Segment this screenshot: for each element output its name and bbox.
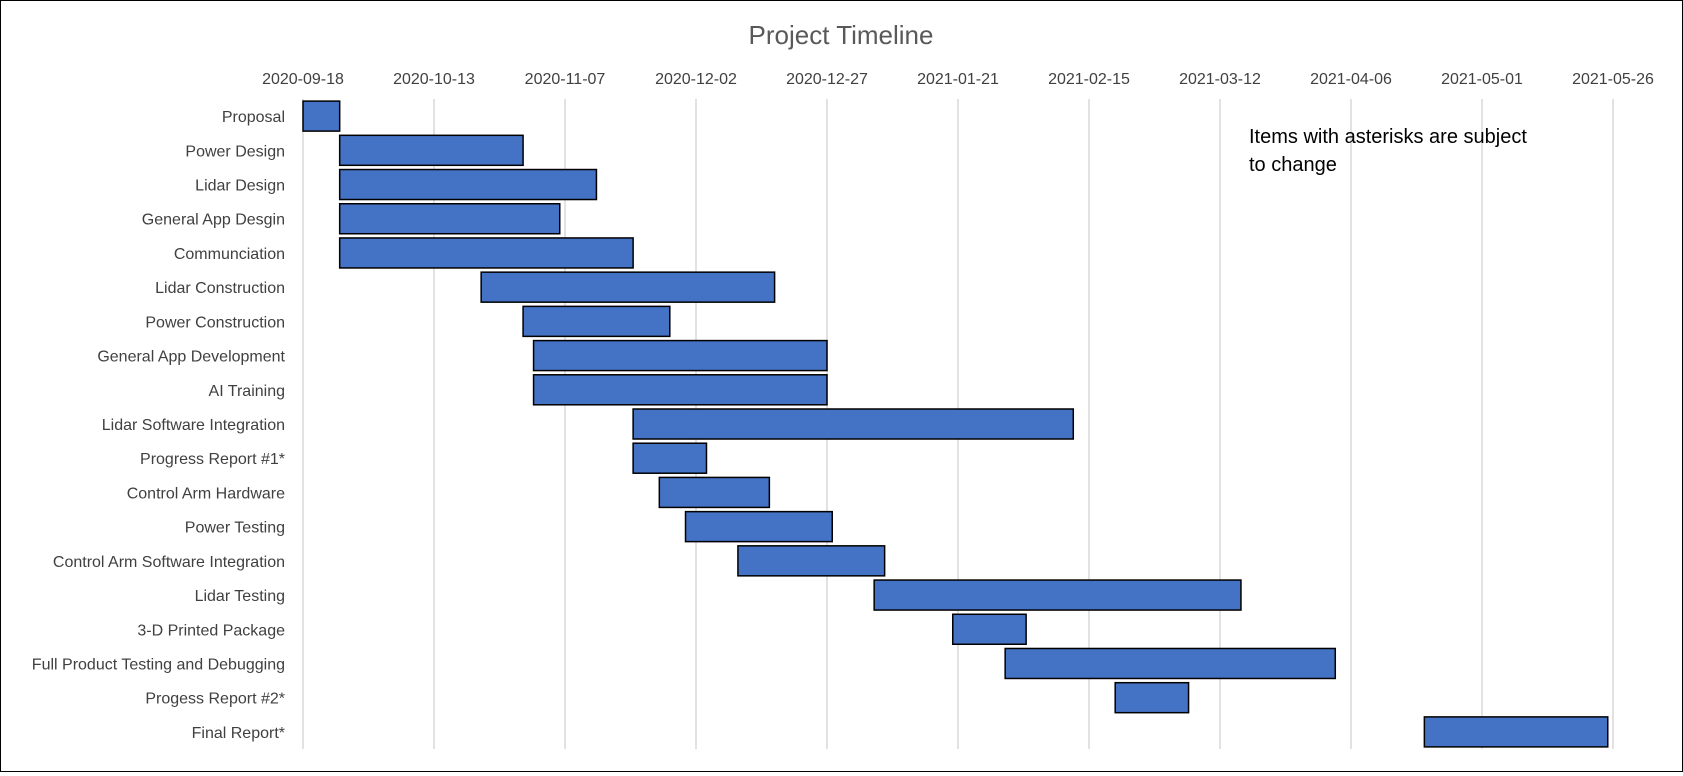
x-tick-label: 2021-03-12 (1179, 71, 1261, 88)
task-bar (532, 339, 828, 372)
x-tick-label: 2020-11-07 (525, 71, 606, 88)
task-bar (338, 237, 634, 269)
annotation-note: Items with asterisks are subject to chang… (1249, 126, 1527, 176)
x-tick-label: 2020-09-18 (262, 71, 344, 88)
task-bar (522, 305, 671, 338)
x-tick-label: 2020-12-27 (786, 71, 868, 88)
task-label: General App Desgin (142, 212, 285, 229)
task-bar (480, 271, 776, 303)
task-label: Progress Report #1* (140, 451, 285, 468)
task-bar (338, 134, 524, 167)
task-label: Lidar Software Integration (102, 417, 285, 434)
task-label: Lidar Construction (155, 280, 285, 297)
x-tick-label: 2020-12-02 (655, 71, 737, 88)
task-label: General App Development (97, 349, 285, 366)
task-label: Lidar Design (195, 178, 285, 195)
x-tick-label: 2021-02-15 (1048, 71, 1130, 88)
task-bar (338, 168, 598, 201)
x-tick-label: 2021-05-26 (1572, 71, 1654, 88)
task-bar (1423, 716, 1609, 748)
task-label: Proposal (222, 109, 285, 126)
task-label: Power Construction (145, 314, 285, 331)
task-bar (873, 579, 1242, 611)
task-label: 3-D Printed Package (137, 622, 285, 639)
task-label: Power Testing (185, 520, 285, 537)
task-bar (737, 545, 886, 577)
task-label: Final Report* (192, 725, 285, 742)
task-bar (684, 510, 833, 543)
task-bar (952, 613, 1027, 646)
task-label: AI Training (209, 383, 285, 400)
task-label: Control Arm Hardware (127, 485, 285, 502)
x-tick-label: 2020-10-13 (393, 71, 475, 88)
task-label: Full Product Testing and Debugging (32, 656, 285, 673)
task-label: Communciation (174, 246, 285, 263)
task-bar (632, 442, 708, 474)
task-label: Control Arm Software Integration (53, 554, 285, 571)
task-bar (1004, 647, 1337, 680)
category-labels: Proposal Power Design Lidar Design General… (32, 109, 286, 742)
task-label: Power Design (185, 143, 285, 160)
task-label: Lidar Testing (195, 588, 285, 605)
task-bars (302, 100, 1609, 748)
task-bar (302, 100, 341, 132)
x-tick-label: 2021-04-06 (1310, 71, 1392, 88)
x-tick-label: 2021-01-21 (917, 71, 999, 88)
x-axis-tick-labels: 2020-09-18 2020-10-13 2020-11-07 2020-12-02… (262, 71, 1654, 88)
task-bar (532, 374, 828, 406)
x-tick-label: 2021-05-01 (1441, 71, 1523, 88)
task-bar (632, 408, 1075, 440)
task-bar (1114, 681, 1190, 714)
chart-title: Project Timeline (749, 20, 934, 50)
task-bar (658, 476, 771, 509)
task-bar (338, 202, 561, 235)
task-label: Progess Report #2* (145, 691, 285, 708)
